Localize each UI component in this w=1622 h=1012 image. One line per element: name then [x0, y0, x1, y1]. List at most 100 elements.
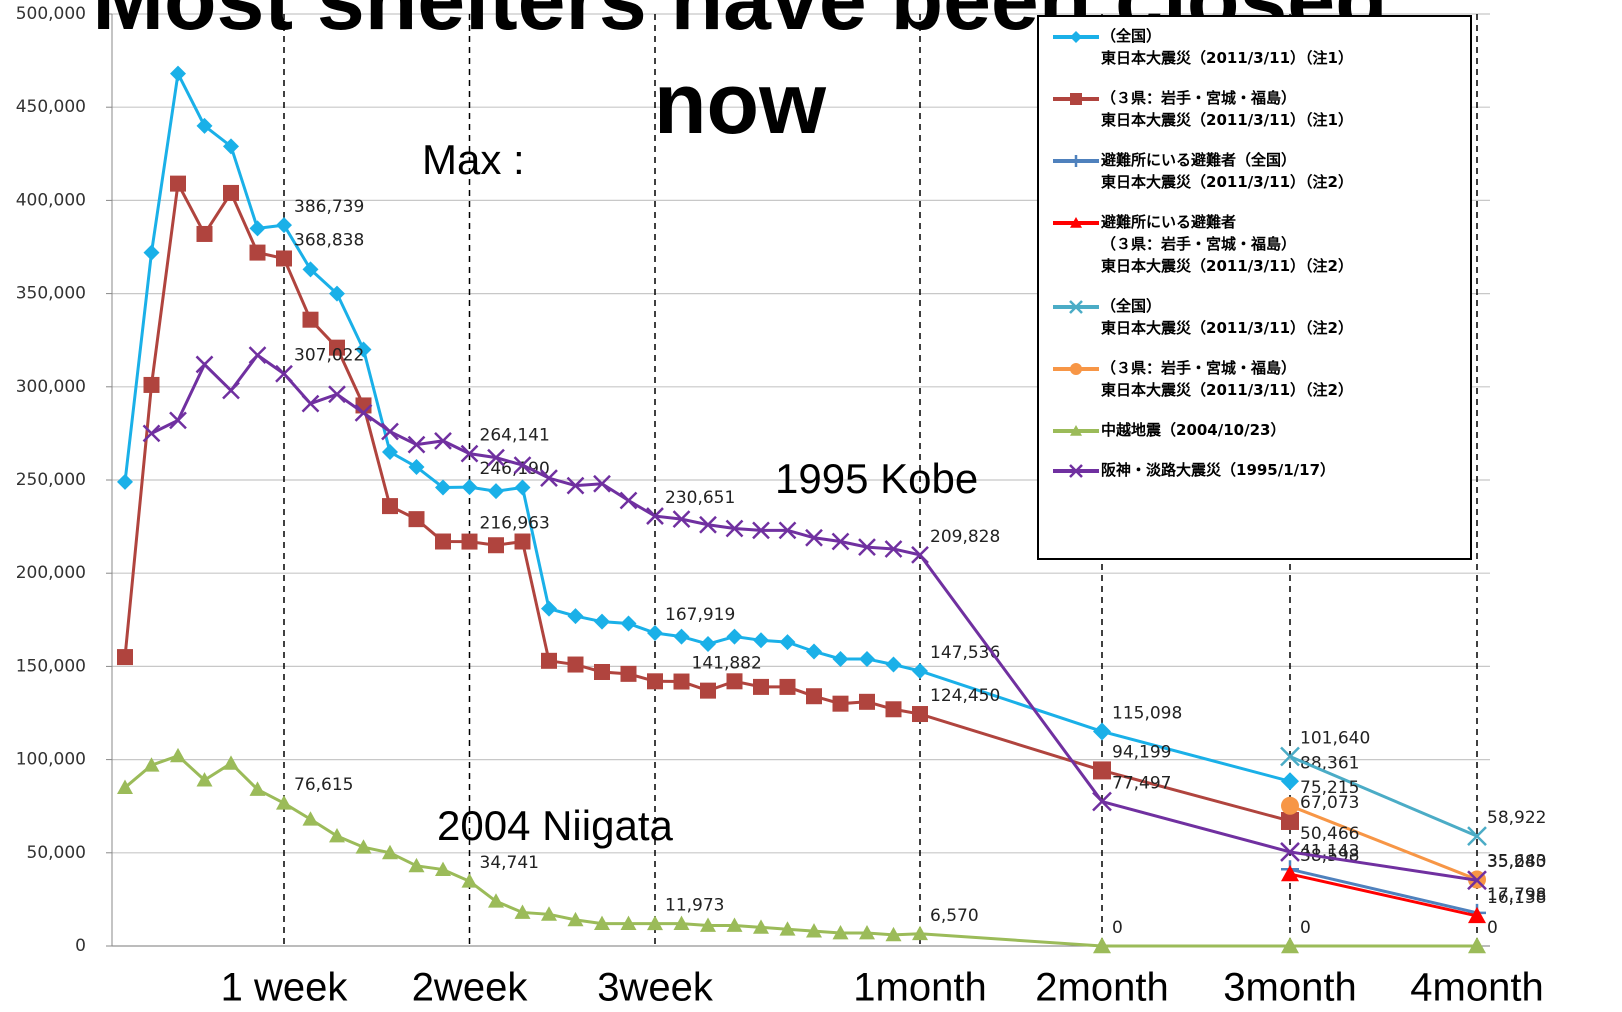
marker — [1092, 791, 1112, 812]
marker — [1281, 937, 1299, 954]
marker — [301, 394, 320, 413]
marker — [435, 533, 451, 550]
legend-entry: （全国） 東日本大震災（2011/3/11）（注1） — [1051, 25, 1470, 69]
data-label: 167,919 — [665, 605, 735, 625]
marker — [302, 311, 319, 328]
marker — [1070, 155, 1082, 167]
legend-label: 阪神・淡路大震災（1995/1/17） — [1101, 461, 1336, 479]
marker — [1070, 31, 1082, 43]
marker — [567, 608, 584, 625]
x-tick-label: 3month — [1223, 966, 1356, 1010]
marker — [699, 515, 717, 534]
y-tick-label: 300,000 — [16, 377, 86, 397]
legend-swatch — [1053, 363, 1099, 375]
marker — [1281, 772, 1299, 791]
marker — [1070, 425, 1082, 436]
marker — [143, 376, 160, 393]
marker — [223, 184, 239, 201]
series-line — [1289, 872, 1478, 918]
legend-label: （３県：岩手・宮城・福島） 東日本大震災（2011/3/11）（注1） — [1101, 89, 1353, 129]
marker — [567, 656, 584, 673]
marker — [541, 652, 557, 669]
marker — [355, 839, 372, 854]
legend-label: （全国） 東日本大震災（2011/3/11）（注2） — [1101, 297, 1353, 337]
marker — [620, 665, 637, 682]
marker — [223, 138, 239, 155]
marker — [540, 469, 558, 488]
marker — [1070, 93, 1082, 105]
marker — [726, 628, 743, 645]
y-tick-label: 100,000 — [16, 750, 86, 770]
marker — [249, 781, 266, 796]
x-tick-label: 3week — [597, 966, 714, 1010]
marker — [142, 424, 161, 443]
marker — [117, 473, 133, 490]
marker — [647, 673, 663, 690]
marker — [1069, 464, 1083, 478]
data-label: 307,022 — [294, 346, 364, 366]
marker — [673, 915, 690, 931]
marker — [859, 693, 875, 710]
x-tick-label: 1month — [853, 966, 986, 1010]
legend-label: （全国） 東日本大震災（2011/3/11）（注1） — [1101, 27, 1353, 67]
marker — [859, 924, 875, 940]
y-tick-label: 150,000 — [16, 656, 86, 676]
marker — [805, 528, 823, 547]
data-label: 246,190 — [480, 459, 550, 479]
y-tick-label: 350,000 — [16, 284, 86, 304]
marker — [302, 811, 319, 826]
marker — [1093, 722, 1111, 741]
marker — [779, 634, 796, 651]
marker — [1069, 300, 1083, 314]
marker — [885, 701, 902, 718]
marker — [328, 385, 346, 404]
data-label: 368,838 — [294, 230, 364, 250]
marker — [275, 364, 293, 383]
marker — [832, 924, 849, 940]
x-tick-label: 1 week — [221, 966, 349, 1010]
marker — [1281, 796, 1299, 815]
marker — [355, 341, 372, 358]
legend: （全国） 東日本大震災（2011/3/11）（注1） （３県：岩手・宮城・福島） … — [1037, 15, 1472, 560]
marker — [1467, 870, 1487, 891]
annotation: 2004 Niigata — [437, 802, 673, 849]
marker — [753, 632, 769, 649]
y-tick-label: 450,000 — [16, 97, 86, 117]
marker — [620, 615, 637, 632]
marker — [249, 244, 266, 261]
annotation: Max : — [422, 136, 525, 183]
marker — [169, 411, 187, 430]
y-tick-label: 400,000 — [16, 190, 86, 210]
legend-entry: （全国） 東日本大震災（2011/3/11）（注2） — [1051, 295, 1470, 339]
x-tick-label: 2month — [1035, 966, 1168, 1010]
marker — [196, 772, 213, 787]
marker — [885, 656, 902, 673]
data-label: 75,215 — [1300, 778, 1359, 798]
marker — [1468, 937, 1486, 954]
marker — [222, 381, 240, 400]
legend-label: 中越地震（2004/10/23） — [1101, 421, 1286, 439]
legend-entry: 阪神・淡路大震災（1995/1/17） — [1051, 459, 1470, 481]
y-tick-label: 50,000 — [27, 843, 86, 863]
marker — [276, 217, 292, 234]
data-label: 35,643 — [1487, 852, 1546, 872]
marker — [514, 479, 531, 496]
data-label: 386,739 — [294, 197, 364, 217]
marker — [912, 706, 928, 723]
marker — [672, 510, 691, 529]
data-label: 50,466 — [1300, 824, 1359, 844]
marker — [726, 917, 743, 932]
data-label: 11,973 — [665, 896, 724, 916]
data-label: 34,741 — [480, 853, 539, 873]
marker — [1281, 865, 1299, 882]
series-line — [124, 754, 1477, 948]
marker — [859, 650, 875, 667]
data-label: 6,570 — [930, 906, 979, 926]
marker — [382, 844, 398, 860]
marker — [1281, 811, 1299, 830]
legend-swatch — [1053, 93, 1099, 105]
annotation: 1995 Kobe — [775, 455, 979, 502]
marker — [170, 65, 186, 82]
